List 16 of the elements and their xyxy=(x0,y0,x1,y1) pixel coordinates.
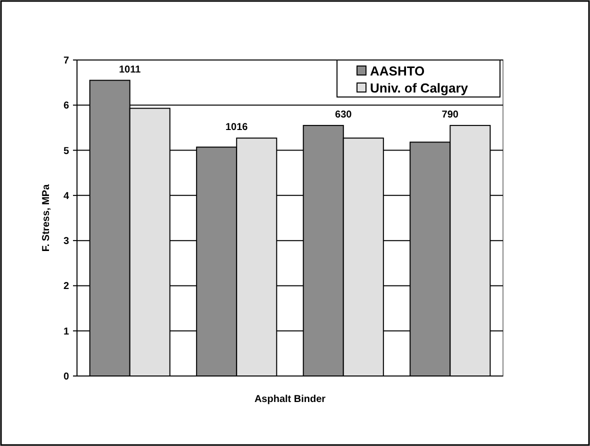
legend-label: Univ. of Calgary xyxy=(370,80,469,96)
x-tick-label: 1016 xyxy=(225,122,248,134)
y-tick-label: 5 xyxy=(63,146,70,157)
y-tick-label: 3 xyxy=(63,236,70,248)
y-axis-title: F. Stress, MPa xyxy=(41,184,52,252)
y-tick-label: 4 xyxy=(63,190,70,202)
y-tick-label: 7 xyxy=(63,56,70,66)
y-tick-label: 6 xyxy=(63,100,70,112)
x-tick-label: 630 xyxy=(335,109,352,120)
y-tick-label: 2 xyxy=(63,281,70,292)
x-tick-label: 1011 xyxy=(119,64,142,76)
x-tick-label: 790 xyxy=(442,109,459,120)
legend-label: AASHTO xyxy=(370,64,425,79)
y-tick-label: 1 xyxy=(63,326,70,338)
y-tick-label: 0 xyxy=(63,372,70,382)
x-axis-title: Asphalt Binder xyxy=(254,394,326,405)
